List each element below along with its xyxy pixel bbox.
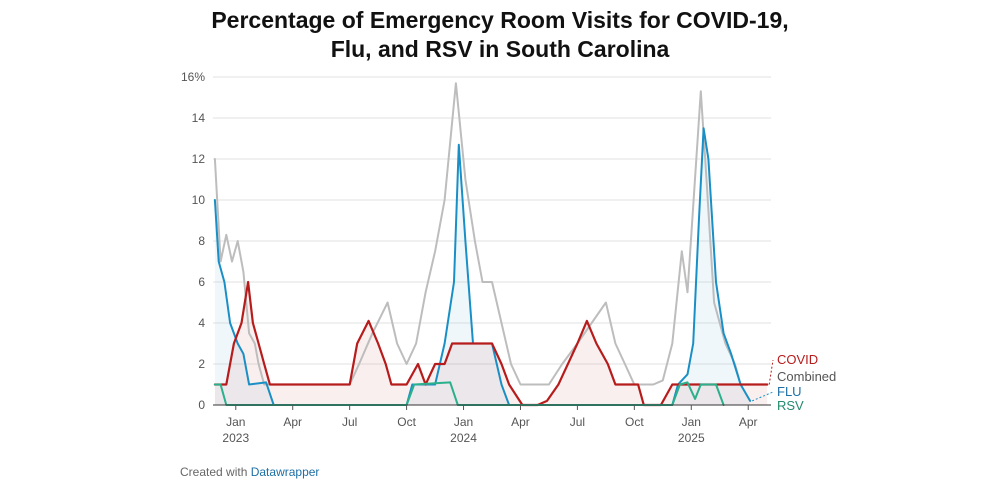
x-tick-label: Oct xyxy=(625,415,644,429)
flu-area xyxy=(214,128,751,406)
flu-label: FLU xyxy=(777,384,802,399)
x-tick-label: Apr xyxy=(283,415,302,429)
footer-credit: Created with Datawrapper xyxy=(180,465,319,479)
y-tick-label: 8 xyxy=(198,234,205,248)
y-tick-label: 12 xyxy=(192,152,206,166)
x-tick-label: Apr xyxy=(739,415,758,429)
y-tick-label: 2 xyxy=(198,357,205,371)
combined-line xyxy=(213,82,742,386)
y-tick-label: 10 xyxy=(192,193,206,207)
combined-label: Combined xyxy=(777,369,836,384)
covid-line xyxy=(213,280,769,407)
x-tick-year: 2023 xyxy=(222,431,249,445)
x-axis: Jan 2023 Apr Jul Oct Jan 2024 Apr Jul Oct Jan 2025 A… xyxy=(222,405,758,445)
y-tick-label: 0 xyxy=(198,398,205,412)
x-tick-label: Jan xyxy=(454,415,473,429)
y-tick-label: 14 xyxy=(192,111,206,125)
x-tick-label: Jul xyxy=(342,415,357,429)
chart-title-line-2: Flu, and RSV in South Carolina xyxy=(330,36,670,62)
x-tick-year: 2024 xyxy=(450,431,477,445)
y-grid xyxy=(213,76,771,365)
x-tick-label: Jul xyxy=(570,415,585,429)
x-tick-year: 2025 xyxy=(678,431,705,445)
rsv-label: RSV xyxy=(777,398,804,413)
y-tick-label: 6 xyxy=(198,275,205,289)
y-tick-label: 4 xyxy=(198,316,205,330)
chart-title: Percentage of Emergency Room Visits for … xyxy=(0,6,1000,64)
chart-title-line-1: Percentage of Emergency Room Visits for … xyxy=(211,7,789,33)
datawrapper-link[interactable]: Datawrapper xyxy=(250,465,320,479)
x-tick-label: Apr xyxy=(511,415,530,429)
x-tick-label: Jan xyxy=(226,415,245,429)
x-tick-label: Jan xyxy=(682,415,701,429)
footer-prefix: Created with xyxy=(180,465,248,479)
covid-label: COVID xyxy=(777,352,818,367)
covid-label-connector xyxy=(768,359,774,385)
y-axis: 0 2 4 6 8 10 12 14 16% xyxy=(181,70,205,412)
x-tick-label: Oct xyxy=(397,415,416,429)
y-tick-label: 16% xyxy=(181,70,205,84)
